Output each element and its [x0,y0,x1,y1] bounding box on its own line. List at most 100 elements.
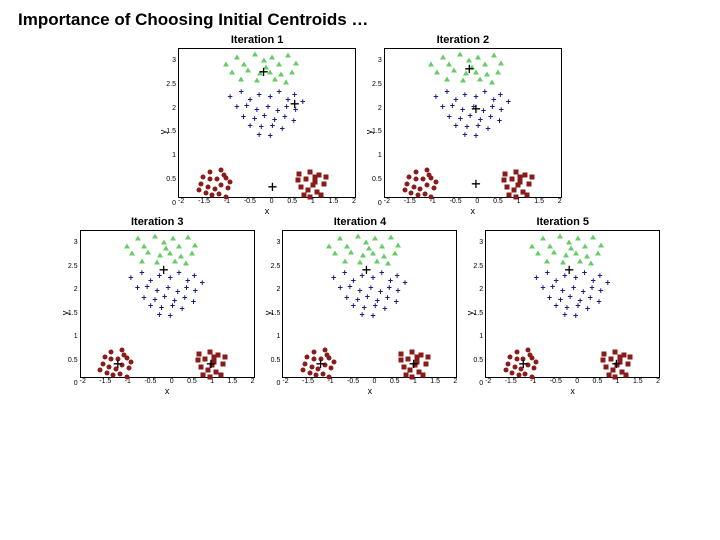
data-point-navy: + [561,311,568,318]
x-axis-ticks: -2-1.5-1-0.500.511.52 [282,378,457,385]
data-point-navy: + [461,131,468,138]
data-point-navy: + [587,294,594,301]
data-point-maroonR [207,374,212,379]
data-point-navy: + [432,93,439,100]
y-tick: 2 [473,286,483,293]
data-point-navy: + [199,279,206,286]
y-tick: 0.5 [473,357,483,364]
data-point-maroonR [613,374,618,379]
data-point-maroonL [208,177,213,182]
data-point-navy: + [377,288,384,295]
x-tick: 1 [311,198,315,205]
data-point-maroonR [319,193,324,198]
data-point-navy: + [243,102,250,109]
y-tick: 0.5 [68,357,78,364]
data-point-green [460,78,466,83]
data-point-green [124,243,130,248]
data-point-green [269,54,275,59]
data-point-maroonL [214,177,219,182]
x-tick: 2 [251,378,255,385]
data-point-maroonR [306,188,311,193]
data-point-navy: + [265,103,272,110]
data-point-navy: + [364,293,371,300]
data-point-green [272,77,278,82]
x-tick: 0 [170,378,174,385]
data-point-maroonR [317,173,322,178]
data-point-maroonL [409,191,414,196]
data-point-navy: + [134,284,141,291]
data-point-maroonL [503,368,508,373]
data-point-maroonL [228,179,233,184]
data-point-maroonL [314,373,319,378]
x-tick: -0.5 [450,198,462,205]
chart-panel-iteration-1: Iteration 1y32.521.510.50+++++++++++++++… [158,34,356,216]
data-point-navy: + [343,294,350,301]
data-point-maroonR [423,362,428,367]
data-point-maroonR [602,352,607,357]
data-point-maroonR [606,373,611,378]
y-axis-label: y [60,308,70,318]
data-point-green [163,246,169,251]
data-point-maroonR [604,364,609,369]
y-axis-label: y [158,127,168,137]
data-point-navy: + [192,287,199,294]
page-title: Importance of Choosing Initial Centroids… [0,0,720,34]
data-point-green [363,239,369,244]
data-point-green [395,242,401,247]
panel-title: Iteration 5 [536,216,589,228]
data-point-green [189,251,195,256]
x-axis-ticks: -2-1.5-1-0.500.511.52 [384,198,562,205]
data-point-green [167,251,173,256]
data-point-navy: + [330,274,337,281]
x-tick: -1 [125,378,131,385]
scatter-plot: +++++++++++++++++++++++++++++++ [384,48,562,198]
y-tick: 1 [372,152,382,159]
data-point-navy: + [269,122,276,129]
data-point-navy: + [127,274,134,281]
data-point-green [385,261,391,266]
data-point-maroonL [197,188,202,193]
y-tick: 0 [473,380,483,387]
data-point-maroonL [111,373,116,378]
data-point-green [229,69,235,74]
x-tick: 0.5 [593,378,603,385]
data-point-green [172,258,178,263]
data-point-green [161,239,167,244]
data-point-navy: + [165,284,172,291]
data-point-maroonR [529,174,534,179]
data-point-maroonR [621,353,626,358]
panel-title: Iteration 3 [131,216,184,228]
data-point-maroonL [530,374,535,379]
data-point-navy: + [267,132,274,139]
x-tick: -1 [327,378,333,385]
x-tick: -1.5 [302,378,314,385]
data-point-maroonL [516,373,521,378]
data-point-green [285,53,291,58]
data-point-maroonL [126,366,131,371]
x-tick: -2 [485,378,491,385]
x-tick: 0 [270,198,274,205]
data-point-navy: + [597,287,604,294]
data-point-navy: + [549,283,556,290]
data-point-navy: + [299,98,306,105]
data-point-green [370,251,376,256]
data-point-maroonL [418,187,423,192]
y-tick: 0 [166,200,176,207]
data-point-navy: + [227,93,234,100]
data-point-green [135,236,141,241]
data-point-green [535,251,541,256]
data-point-navy: + [498,106,505,113]
data-point-maroonR [514,194,519,199]
y-tick: 3 [166,57,176,64]
x-axis-label: x [282,386,457,396]
data-point-maroonL [223,194,228,199]
data-point-green [598,242,604,247]
data-point-green [355,233,361,238]
x-tick: -1.5 [99,378,111,385]
x-tick: 0 [575,378,579,385]
x-tick: 0.5 [493,198,503,205]
data-point-navy: + [346,283,353,290]
data-point-navy: + [372,302,379,309]
data-point-navy: + [475,122,482,129]
data-point-navy: + [290,117,297,124]
